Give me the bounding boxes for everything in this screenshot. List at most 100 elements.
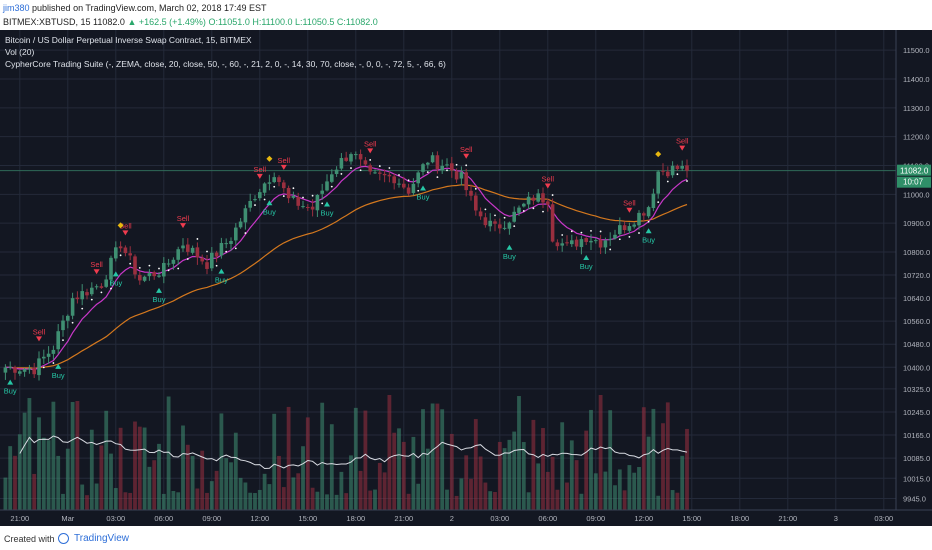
volume-bar — [147, 466, 152, 510]
volume-bar — [627, 465, 632, 510]
sell-label: Sell — [676, 137, 689, 146]
trail-dot — [666, 180, 669, 183]
volume-bar — [622, 490, 627, 510]
buy-label: Buy — [4, 387, 17, 396]
volume-bar — [469, 478, 473, 510]
volume-bar — [517, 396, 521, 510]
trail-dot — [254, 204, 256, 206]
trail-dot — [532, 207, 535, 210]
trail-dot — [484, 208, 487, 211]
candle-body — [666, 171, 670, 177]
x-tick-label: 03:00 — [490, 514, 509, 523]
x-tick-label: 18:00 — [730, 514, 749, 523]
volume-bar — [449, 433, 454, 510]
candle-body — [224, 243, 228, 245]
candle-body — [579, 239, 584, 248]
sell-arrow-icon — [544, 183, 551, 189]
volume-bar — [637, 467, 641, 510]
candle-body — [253, 199, 257, 201]
buy-label: Buy — [321, 208, 334, 217]
volume-bar — [89, 429, 94, 510]
last-price-label-box — [897, 164, 931, 176]
volume-bar — [661, 423, 665, 510]
y-tick-label: 10245.0 — [903, 408, 930, 417]
volume-bar — [363, 410, 368, 510]
tradingview-brand[interactable]: TradingView — [74, 533, 130, 544]
trail-dot — [599, 230, 602, 233]
volume-bar — [397, 428, 401, 510]
candle-body — [603, 240, 608, 248]
last-price: 11082.0 — [93, 17, 125, 27]
volume-bar — [555, 489, 560, 510]
trail-dot — [647, 220, 650, 223]
candle-body — [464, 172, 468, 191]
volume-bar — [80, 484, 85, 510]
volume-bar — [387, 395, 392, 510]
candle-body — [128, 253, 132, 256]
y-tick-label: 10560.0 — [903, 317, 930, 326]
volume-bar — [603, 471, 608, 510]
trail-dot — [561, 234, 564, 236]
volume-bar — [680, 455, 685, 510]
volume-bar — [70, 402, 75, 510]
volume-bar — [118, 427, 123, 510]
candle-body — [474, 195, 478, 211]
y-tick-label: 11000.0 — [903, 190, 930, 199]
volume-bar — [382, 472, 387, 510]
buy-arrow-icon — [266, 200, 273, 206]
trail-dot — [273, 185, 276, 188]
volume-bar — [123, 492, 128, 510]
price-chart[interactable]: Buy Sell Buy Sell Buy Sell Buy Sell Buy Sell Buy Se… — [0, 30, 932, 526]
candle-body — [646, 207, 651, 217]
volume-bar — [190, 455, 195, 510]
legend-volume[interactable]: Vol (20) — [5, 47, 34, 57]
volume-bar — [291, 477, 296, 510]
candle-body — [214, 252, 219, 257]
candle-body — [618, 225, 622, 235]
trail-dot — [369, 159, 372, 161]
candle-body — [387, 174, 392, 177]
buy-arrow-icon — [506, 244, 513, 250]
ohlc-values: O:11051.0 H:11100.0 L:11050.5 C:11082.0 — [208, 17, 378, 27]
volume-bar — [550, 456, 555, 510]
symbol-line: BITMEX:XBTUSD, 15 11082.0 ▲ +162.5 (+1.4… — [3, 17, 378, 27]
candle-body — [637, 212, 641, 226]
volume-bar — [651, 408, 656, 510]
candle-body — [560, 243, 564, 246]
candle-body — [574, 239, 579, 247]
candle-body — [397, 183, 401, 185]
y-tick-label: 10800.0 — [903, 248, 930, 257]
time-axis[interactable]: 21:00 Mar 03:00 06:00 09:00 12:00 15:00 18:00 21… — [10, 514, 893, 523]
candle-body — [642, 213, 646, 216]
candle-body — [258, 192, 262, 199]
volume-bar — [219, 413, 224, 510]
volume-bar — [560, 422, 565, 510]
candle-body — [200, 257, 204, 262]
legend-cyphercore[interactable]: CypherCore Trading Suite (-, ZEMA, close… — [5, 59, 446, 69]
author-link[interactable]: jim380 — [3, 3, 30, 13]
candle-body — [454, 171, 459, 180]
x-tick-label: Mar — [61, 514, 74, 523]
candle-body — [546, 201, 550, 205]
volume-bar — [104, 410, 109, 510]
candle-body — [651, 193, 656, 209]
candle-body — [3, 367, 8, 373]
volume-bar — [569, 440, 574, 510]
volume-bar — [305, 417, 310, 510]
volume-bar — [665, 402, 670, 510]
candle-body — [435, 155, 440, 170]
symbol[interactable]: BITMEX:XBTUSD, 15 — [3, 17, 91, 27]
volume-bar — [65, 448, 70, 510]
trail-dot — [225, 250, 228, 253]
candle-body — [70, 298, 75, 316]
buy-arrow-icon — [324, 201, 330, 207]
trail-dot — [436, 176, 439, 179]
candle-body — [627, 226, 632, 231]
candle-body — [301, 206, 305, 208]
candle-body — [56, 331, 60, 350]
sell-label: Sell — [119, 221, 132, 230]
volume-bars — [3, 395, 689, 510]
volume-bar — [502, 448, 507, 510]
x-tick-label: 15:00 — [298, 514, 317, 523]
candle-body — [109, 257, 113, 280]
